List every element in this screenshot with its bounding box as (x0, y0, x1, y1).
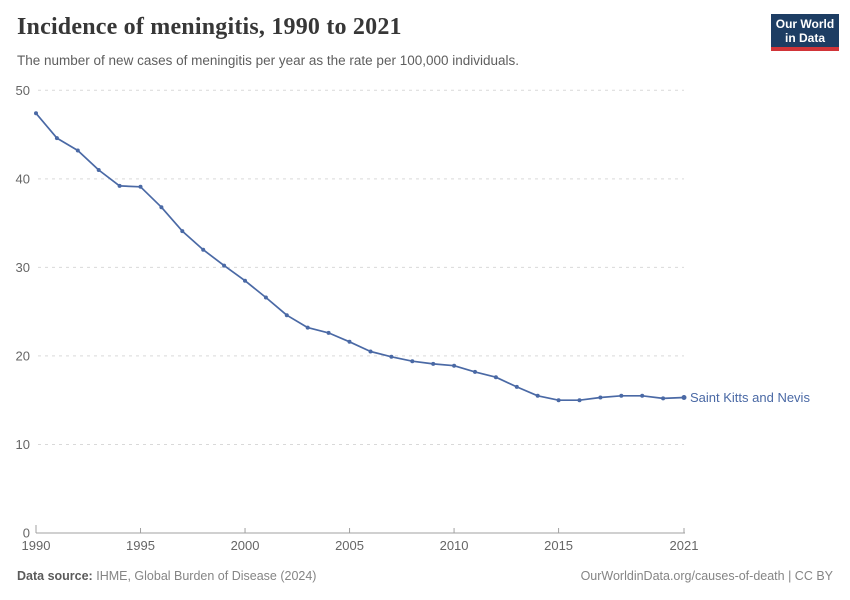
x-tick-label-2010: 2010 (440, 538, 469, 553)
data-point-1996[interactable] (159, 205, 164, 210)
data-point-2021[interactable] (681, 395, 687, 400)
data-point-2020[interactable] (661, 396, 666, 401)
owid-logo[interactable]: Our World in Data (771, 14, 839, 51)
x-tick-label-2005: 2005 (335, 538, 364, 553)
data-point-1998[interactable] (201, 247, 206, 252)
data-point-2005[interactable] (347, 339, 352, 344)
data-point-1997[interactable] (180, 229, 185, 234)
data-point-2010[interactable] (452, 363, 457, 368)
data-source: Data source: IHME, Global Burden of Dise… (17, 568, 316, 584)
logo-line1: Our World (775, 16, 835, 31)
x-tick-label-2021: 2021 (670, 538, 699, 553)
data-point-2018[interactable] (619, 393, 624, 398)
logo-line2: in Data (784, 30, 825, 45)
data-point-1994[interactable] (117, 183, 122, 188)
x-tick-label-1990: 1990 (22, 538, 51, 553)
data-point-2011[interactable] (473, 369, 477, 374)
data-point-2015[interactable] (556, 398, 561, 403)
data-point-2001[interactable] (263, 295, 268, 300)
y-tick-label-40: 40 (16, 171, 30, 186)
data-point-1993[interactable] (96, 168, 101, 172)
data-point-2008[interactable] (410, 359, 415, 364)
data-point-1999[interactable] (222, 263, 227, 268)
data-point-2002[interactable] (284, 313, 289, 318)
chart-footer: Data source: IHME, Global Burden of Dise… (17, 568, 833, 584)
data-point-2012[interactable] (493, 375, 498, 380)
data-point-2017[interactable] (598, 395, 603, 400)
series-line-saint-kitts-and-nevis[interactable] (35, 112, 685, 402)
data-point-2006[interactable] (368, 349, 373, 354)
data-point-1992[interactable] (75, 148, 80, 153)
data-point-2000[interactable] (243, 278, 247, 283)
data-point-2019[interactable] (640, 393, 645, 398)
y-tick-label-50: 50 (16, 83, 30, 98)
chart-subtitle: The number of new cases of meningitis pe… (17, 53, 520, 68)
data-source-label: Data source: (17, 569, 93, 583)
y-tick-label-10: 10 (16, 437, 30, 452)
data-point-2007[interactable] (389, 354, 394, 359)
page-title: Incidence of meningitis, 1990 to 2021 (17, 14, 402, 40)
license-link[interactable]: OurWorldinData.org/causes-of-death | CC … (580, 569, 833, 583)
y-tick-label-0: 0 (23, 526, 30, 541)
data-point-2009[interactable] (431, 361, 436, 366)
data-point-2013[interactable] (514, 384, 519, 389)
data-source-text: IHME, Global Burden of Disease (2024) (96, 569, 317, 583)
data-point-1995[interactable] (138, 184, 143, 189)
data-point-2003[interactable] (305, 325, 310, 330)
data-point-1991[interactable] (54, 136, 59, 141)
data-point-2004[interactable] (326, 330, 331, 335)
y-tick-label-20: 20 (16, 348, 30, 363)
y-tick-label-30: 30 (16, 260, 30, 275)
data-point-2014[interactable] (535, 393, 540, 398)
x-tick-label-1995: 1995 (126, 538, 155, 553)
series-end-label[interactable]: Saint Kitts and Nevis (690, 390, 810, 405)
x-tick-label-2015: 2015 (544, 538, 573, 553)
data-point-1990[interactable] (34, 111, 38, 116)
x-tick-label-2000: 2000 (231, 538, 260, 553)
data-point-2016[interactable] (577, 398, 582, 403)
